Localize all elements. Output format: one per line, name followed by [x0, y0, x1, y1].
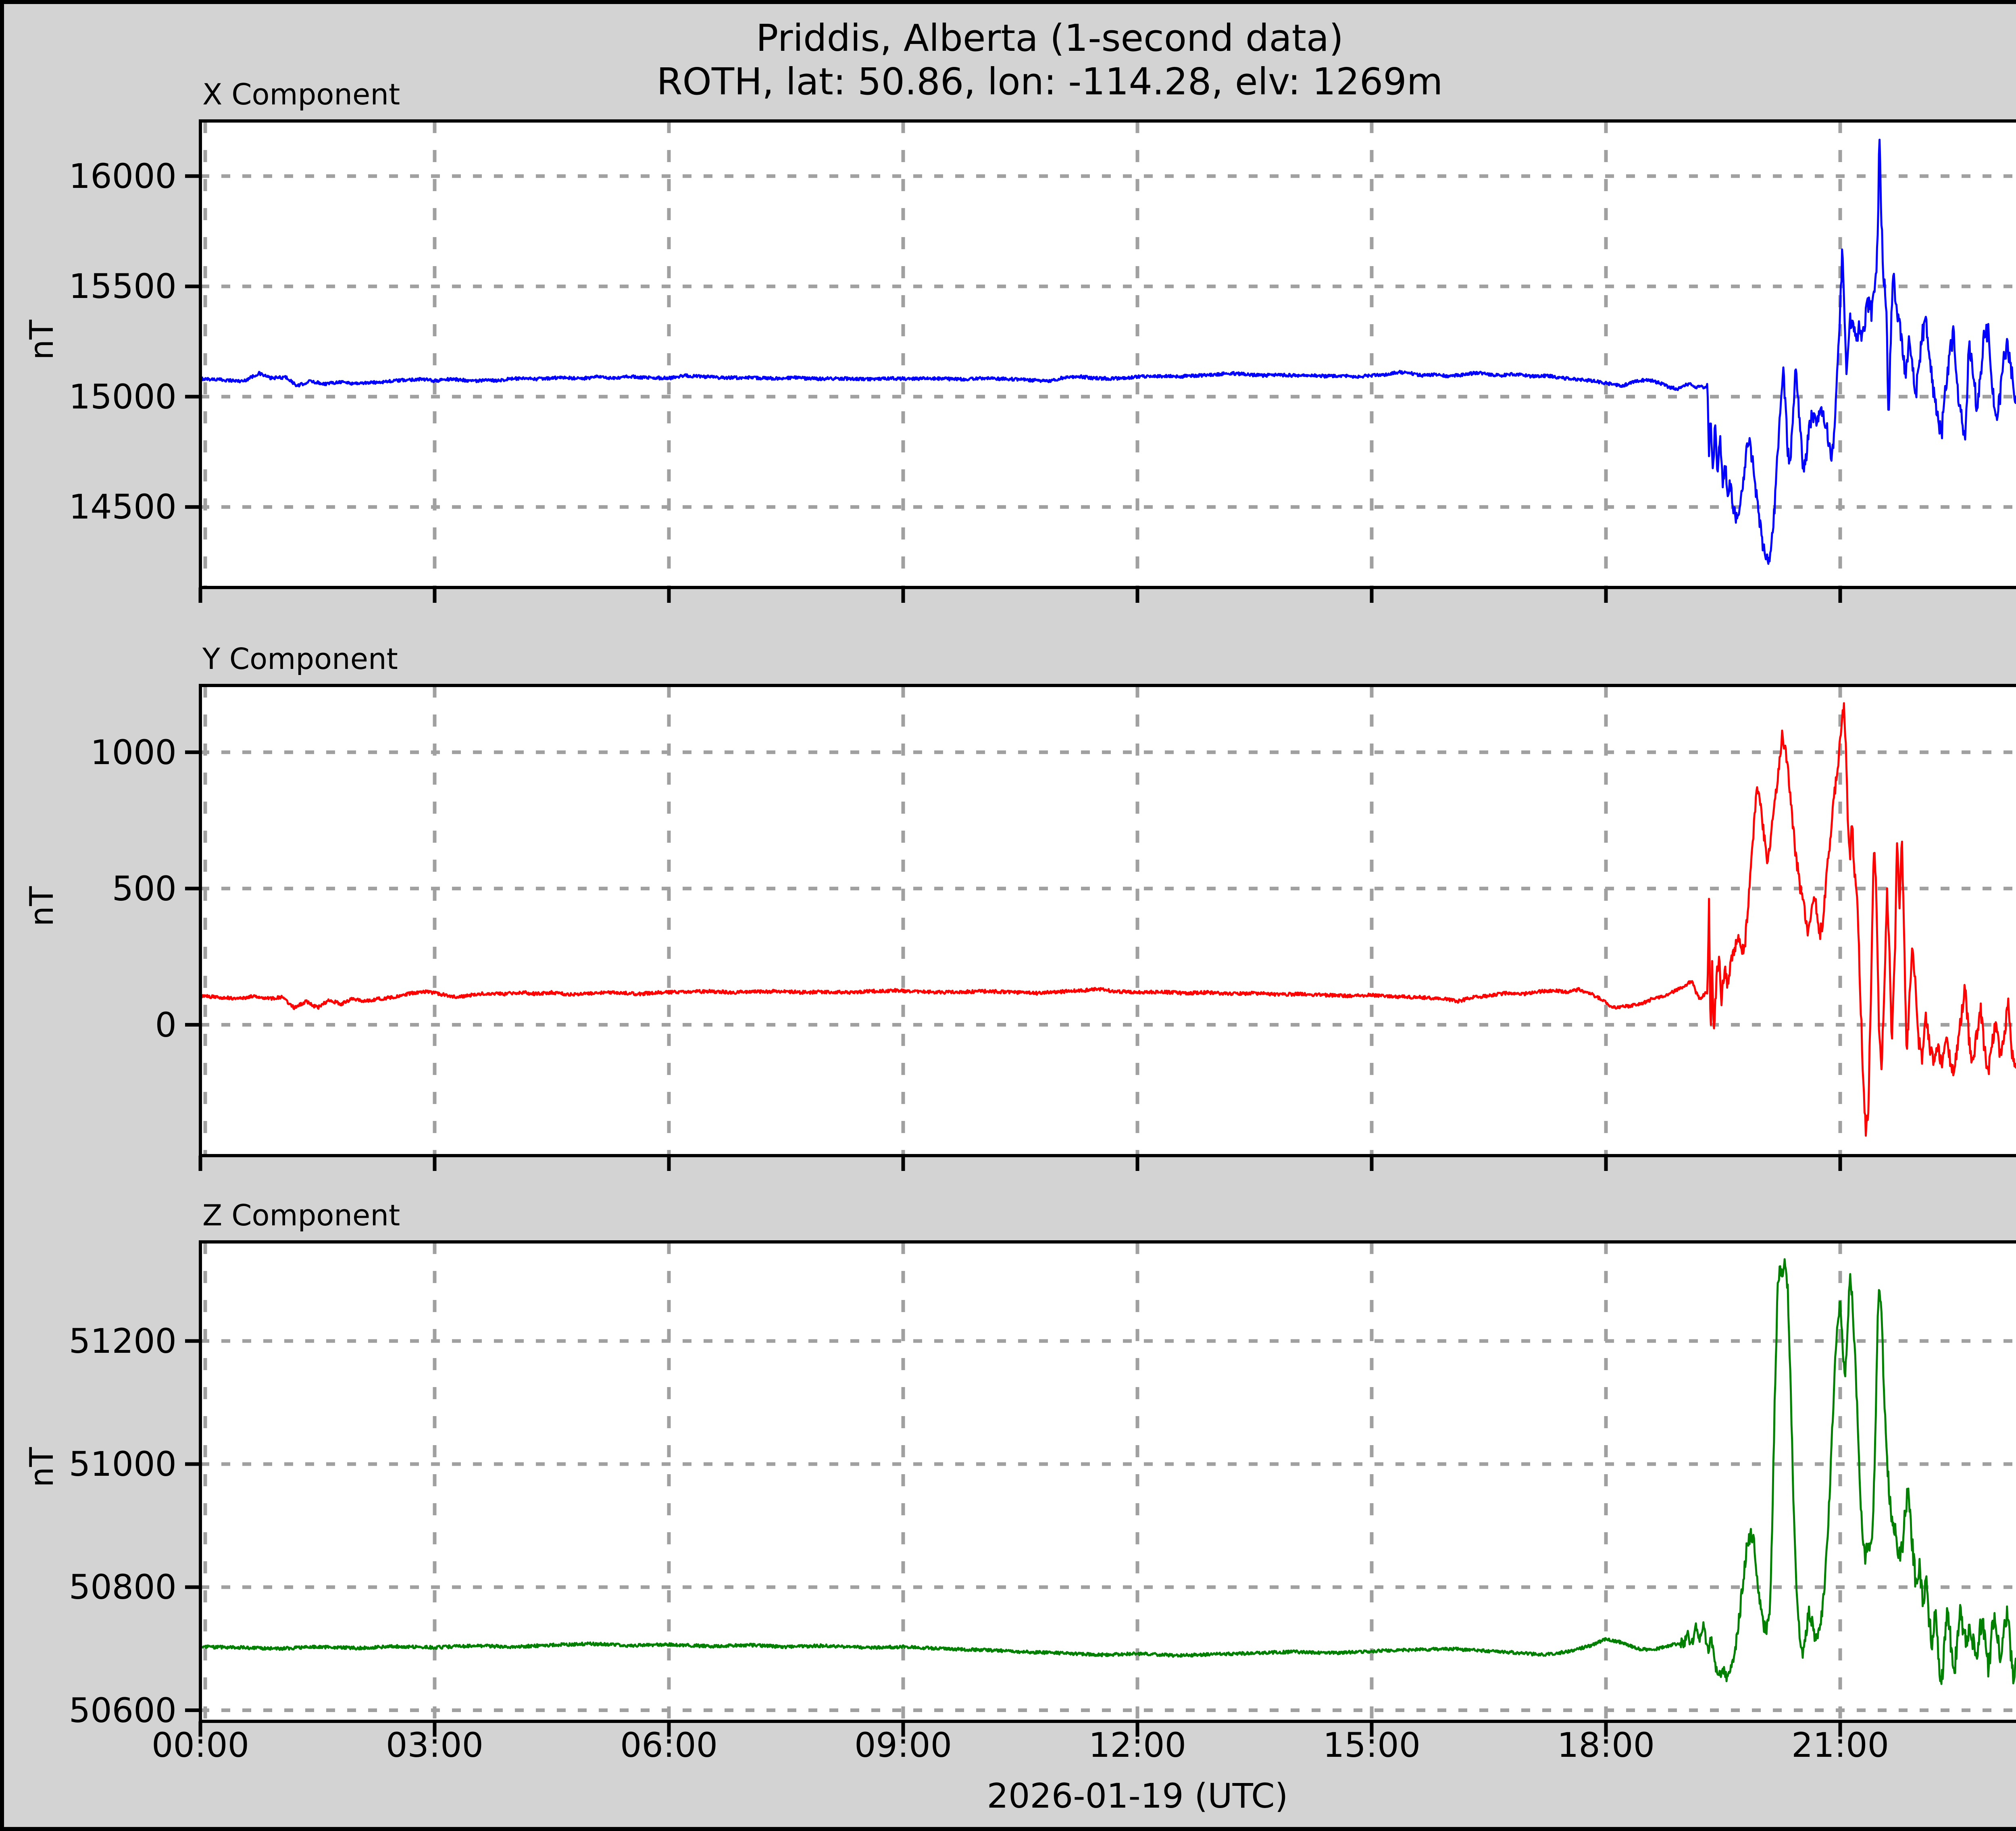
figure-title-line1: Priddis, Alberta (1-second data): [756, 17, 1344, 60]
y-tick-label: 16000: [69, 156, 177, 196]
x-tick-label: 21:00: [1791, 1725, 1889, 1765]
x-tick-label: 12:00: [1088, 1725, 1187, 1765]
y-axis-label-x-plot: nT: [23, 320, 60, 360]
y-tick-label: 51200: [69, 1321, 177, 1361]
x-tick-label: 18:00: [1557, 1725, 1655, 1765]
subplot-title-y-component: Y Component: [202, 642, 398, 676]
subplot-title-z-component: Z Component: [202, 1198, 400, 1232]
x-tick-label: 15:00: [1322, 1725, 1421, 1765]
y-tick-label: 1000: [90, 733, 177, 772]
subplot-title-x-component: X Component: [202, 77, 400, 111]
x-tick-label: 00:00: [151, 1725, 250, 1765]
y-tick-label: 14500: [69, 487, 177, 527]
figure-title-line2: ROTH, lat: 50.86, lon: -114.28, elv: 126…: [656, 60, 1443, 103]
x-tick-label: 06:00: [620, 1725, 718, 1765]
y-tick-label: 0: [155, 1005, 177, 1045]
x-axis-label: 2026-01-19 (UTC): [987, 1776, 1288, 1816]
y-tick-label: 15500: [69, 267, 177, 306]
y-tick-label: 50800: [69, 1567, 177, 1607]
y-tick-label: 15000: [69, 377, 177, 417]
y-tick-label: 50600: [69, 1691, 177, 1730]
x-tick-label: 09:00: [854, 1725, 952, 1765]
y-tick-label: 500: [112, 869, 177, 908]
x-tick-label: 03:00: [385, 1725, 484, 1765]
y-tick-label: 51000: [69, 1444, 177, 1484]
